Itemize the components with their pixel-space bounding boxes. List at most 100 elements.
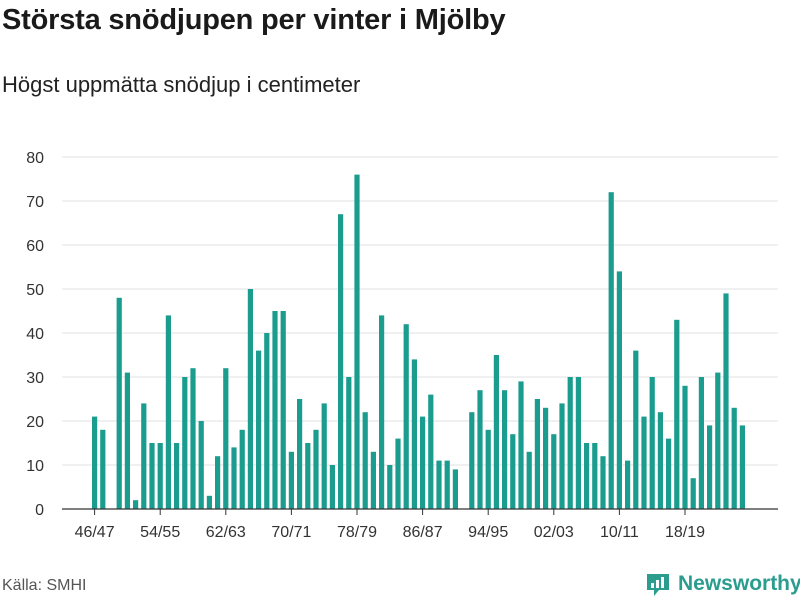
- bar: [625, 460, 631, 509]
- bar: [239, 429, 245, 509]
- bar: [174, 443, 180, 509]
- bar: [452, 469, 458, 509]
- bar: [518, 381, 524, 509]
- bar: [215, 456, 221, 509]
- x-tick-label: 62/63: [206, 524, 246, 541]
- bar: [157, 443, 163, 509]
- x-tick-label: 94/95: [468, 524, 508, 541]
- bar: [329, 465, 335, 509]
- y-tick-label: 70: [26, 194, 44, 211]
- bar: [444, 460, 450, 509]
- bar: [551, 434, 557, 509]
- bar: [649, 377, 655, 509]
- bar: [493, 355, 499, 509]
- bar: [420, 416, 426, 509]
- bar: [502, 390, 508, 509]
- bar: [543, 407, 549, 509]
- source-credit: Källa: SMHI: [2, 577, 87, 594]
- bar: [165, 315, 171, 509]
- x-axis: 46/47 54/55 62/63 70/71 78/79 86/87 94/95 02/03…: [62, 508, 778, 541]
- chart-title: Största snödjupen per vinter i Mjölby: [2, 4, 506, 36]
- bar: [338, 214, 344, 509]
- bar: [682, 385, 688, 509]
- y-tick-label: 40: [26, 326, 44, 343]
- bar: [428, 394, 434, 509]
- bar: [272, 311, 278, 509]
- bar: [362, 412, 368, 509]
- bar: [387, 465, 393, 509]
- bar: [657, 412, 663, 509]
- bar: [510, 434, 516, 509]
- bar: [477, 390, 483, 509]
- bar: [485, 429, 491, 509]
- bar: [297, 399, 303, 509]
- bar: [633, 350, 639, 509]
- bar: [575, 377, 581, 509]
- bar: [559, 403, 565, 509]
- bar: [100, 429, 106, 509]
- x-tick-label: 78/79: [337, 524, 377, 541]
- bar: [379, 315, 385, 509]
- bar: [206, 495, 212, 509]
- x-tick-label: 10/11: [600, 524, 639, 541]
- bar: [395, 438, 401, 509]
- bar: [723, 293, 729, 509]
- bar: [280, 311, 286, 509]
- y-tick-labels: 0 10 20 30 40 50 60 70 80: [26, 150, 44, 519]
- bar: [264, 333, 270, 509]
- bar: [190, 368, 196, 509]
- bar: [182, 377, 188, 509]
- bar: [346, 377, 352, 509]
- bar: [469, 412, 475, 509]
- bar: [321, 403, 327, 509]
- bar: [592, 443, 598, 509]
- bar: [116, 297, 122, 509]
- bar: [133, 500, 139, 509]
- bar: [616, 271, 622, 509]
- bar: [141, 403, 147, 509]
- bar: [403, 324, 409, 509]
- bar: [313, 429, 319, 509]
- x-tick-label: 70/71: [271, 524, 311, 541]
- bar: [608, 192, 614, 509]
- bar: [674, 319, 680, 509]
- y-tick-label: 50: [26, 282, 44, 299]
- bar: [690, 478, 696, 509]
- x-tick-label: 02/03: [534, 524, 574, 541]
- x-tick-label: 54/55: [140, 524, 180, 541]
- bar: [231, 447, 237, 509]
- y-tick-label: 0: [35, 502, 44, 519]
- bar: [739, 425, 745, 509]
- bar: [707, 425, 713, 509]
- bar: [256, 350, 262, 509]
- bar: [731, 407, 737, 509]
- bar: [92, 416, 98, 509]
- bar: [305, 443, 311, 509]
- bar: [641, 416, 647, 509]
- bar: [526, 451, 532, 509]
- x-tick-label: 46/47: [75, 524, 115, 541]
- bar: [584, 443, 590, 509]
- y-tick-label: 20: [26, 414, 44, 431]
- bar: [223, 368, 229, 509]
- bar: [354, 174, 360, 509]
- bar: [567, 377, 573, 509]
- newsworthy-logo-icon: [647, 574, 669, 596]
- bar: [124, 372, 130, 509]
- chart-subtitle: Högst uppmätta snödjup i centimeter: [2, 72, 361, 97]
- bar: [198, 421, 204, 509]
- x-tick-label: 86/87: [403, 524, 443, 541]
- y-tick-label: 80: [26, 150, 44, 167]
- bar: [715, 372, 721, 509]
- grid-lines: [62, 156, 778, 466]
- bar: [534, 399, 540, 509]
- bar: [288, 451, 294, 509]
- x-tick-label: 18/19: [665, 524, 705, 541]
- snow-depth-bar-chart: 0 10 20 30 40 50 60 70 80 46/47 54/55 62/63 70/71 78…: [26, 150, 778, 541]
- bar: [698, 377, 704, 509]
- newsworthy-brand[interactable]: Newsworthy: [644, 570, 800, 598]
- y-tick-label: 10: [26, 458, 44, 475]
- bar: [436, 460, 442, 509]
- bars: [92, 174, 745, 509]
- bar: [600, 456, 606, 509]
